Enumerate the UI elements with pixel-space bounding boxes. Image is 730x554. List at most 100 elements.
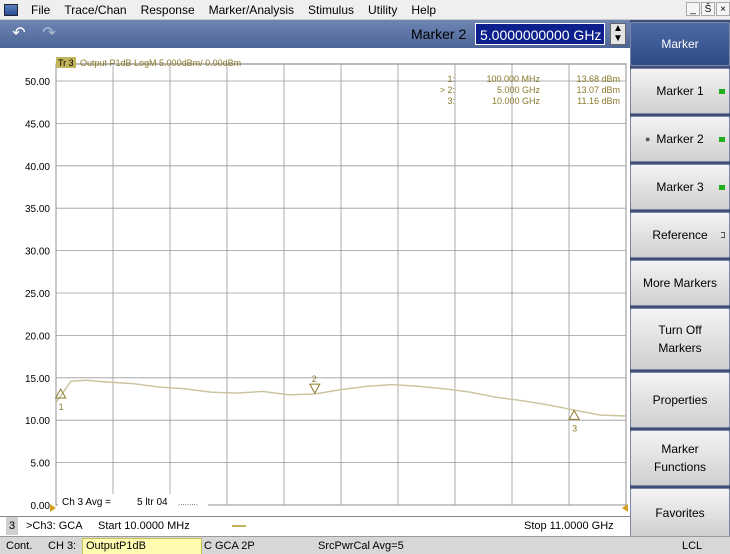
marker-value-input[interactable]: 5.0000000000 GHz [475, 23, 605, 45]
y-tick-label: 10.00 [25, 416, 50, 427]
softkey-label: Marker 2 [656, 132, 704, 146]
reference-right-arrow-icon[interactable] [622, 504, 628, 512]
close-button[interactable]: × [716, 2, 730, 16]
marker-readout-value: 11.16 dBm [577, 96, 620, 106]
y-tick-label: 25.00 [25, 289, 50, 300]
softkey-label: Favorites [655, 506, 705, 520]
softkey-more-markers[interactable]: More Markers [630, 260, 730, 306]
channel-number-badge[interactable]: 3 [6, 517, 18, 535]
restore-button[interactable]: Š [701, 2, 715, 16]
y-tick-label: 20.00 [25, 331, 50, 342]
marker-triangle-icon [54, 387, 67, 399]
marker-readout-freq: 5.000 GHz [497, 85, 541, 95]
toolbar: ↶ ↷ Marker 2 5.0000000000 GHz ▲ ▼ [0, 20, 630, 48]
marker-2: 2 [308, 374, 321, 395]
y-tick-label: 0.00 [31, 501, 51, 512]
marker-entry-label: Marker 2 [411, 26, 467, 42]
y-tick-label: 15.00 [25, 374, 50, 385]
trace-line [55, 379, 627, 417]
marker-on-indicator-icon [719, 136, 725, 142]
softkey-label: Marker 1 [656, 84, 704, 98]
reference-left-arrow-icon[interactable] [50, 504, 56, 512]
status-channel: CH 3: [48, 540, 77, 552]
softkey-properties[interactable]: Properties [630, 372, 730, 428]
trace-color-swatch [232, 525, 246, 527]
trace-plot-area[interactable]: 50.00 45.00 40.00 35.00 30.00 25.00 20.00 15.00… [0, 48, 630, 516]
marker-readout-id: > 2: [440, 85, 455, 95]
channel-status-bar: 3 >Ch3: GCA Start 10.0000 MHz Stop 11.00… [0, 516, 630, 535]
marker-number: 3 [572, 423, 577, 433]
softkey-label-line2: Markers [658, 341, 702, 355]
y-tick-label: 30.00 [25, 247, 50, 258]
marker-on-indicator-icon [719, 184, 725, 190]
trace-header-label[interactable]: Output P1dB LogM 5.000dBm/ 0.00dBm [80, 58, 241, 68]
y-tick-label: 5.00 [31, 459, 51, 470]
avg-box [58, 494, 208, 508]
softkey-label: Properties [652, 393, 708, 407]
marker-triangle-icon [568, 409, 580, 420]
status-source-cal: SrcPwrCal Avg=5 [318, 540, 404, 552]
marker-number: 1 [59, 402, 64, 412]
sweep-mode: Cont. [6, 540, 33, 552]
status-trace-name: OutputP1dB [82, 538, 202, 554]
softkey-label-line1: Marker [661, 442, 699, 456]
menu-stimulus[interactable]: Stimulus [308, 2, 355, 17]
menu-file[interactable]: File [31, 2, 51, 17]
menu-trace-chan[interactable]: Trace/Chan [64, 2, 127, 17]
minimize-button[interactable]: _ [686, 2, 700, 16]
avg-value: 5 ltr 04 [137, 497, 168, 508]
softkey-turn-off-markers[interactable]: Turn Off Markers [630, 308, 730, 370]
marker-1: 1 [54, 387, 67, 412]
marker-triangle-icon [308, 383, 321, 395]
softkey-label: More Markers [642, 276, 717, 290]
trace-badge-label: Tr 3 [58, 58, 74, 68]
instrument-status-bar: Cont. CH 3: OutputP1dB C GCA 2P SrcPwrCa… [0, 536, 730, 554]
softkey-header-marker: Marker [630, 22, 730, 66]
trace-series [55, 379, 627, 417]
trace-badge[interactable] [56, 57, 76, 68]
marker-readout-freq: 100.000 MHz [486, 74, 540, 84]
softkey-marker-1[interactable]: Marker 1 [630, 68, 730, 114]
marker-3: 3 [568, 409, 580, 433]
grid [55, 63, 627, 506]
softkey-marker-2[interactable]: ● Marker 2 [630, 116, 730, 162]
status-remote: LCL [682, 540, 703, 552]
softkey-label-line1: Turn Off [658, 323, 702, 337]
window-controls: _ Š × [685, 2, 730, 16]
softkey-label: Marker 3 [656, 180, 704, 194]
trace-chart[interactable]: 50.0045.0040.0035.0030.0025.0020.0015.00… [0, 48, 630, 516]
avg-dots: ......... [178, 498, 198, 507]
redo-icon[interactable]: ↷ [42, 25, 56, 42]
menu-bar: File Trace/Chan Response Marker/Analysis… [0, 0, 730, 20]
menu-utility[interactable]: Utility [368, 2, 398, 17]
marker-off-indicator-icon [721, 232, 725, 238]
marker-number: 2 [312, 374, 317, 384]
softkey-marker-3[interactable]: Marker 3 [630, 164, 730, 210]
app-icon[interactable] [4, 3, 18, 16]
y-tick-label: 35.00 [25, 204, 50, 215]
menu-help[interactable]: Help [411, 2, 437, 17]
channel-label[interactable]: >Ch3: GCA [26, 520, 83, 532]
marker-readout-id: 3: [447, 96, 455, 106]
marker-readout-freq: 10.000 GHz [492, 96, 541, 106]
softkey-label: Reference [652, 228, 708, 242]
marker-value-spinner[interactable]: ▲ ▼ [610, 23, 626, 45]
start-frequency[interactable]: Start 10.0000 MHz [98, 520, 190, 532]
marker-readout-table: 1: 100.000 MHz 13.68 dBm > 2: 5.000 GHz … [440, 74, 620, 106]
menu-response[interactable]: Response [140, 2, 195, 17]
softkey-marker-functions[interactable]: Marker Functions [630, 430, 730, 486]
y-tick-labels: 50.00 45.00 40.00 35.00 30.00 25.00 20.00 15.00… [25, 77, 50, 512]
stop-frequency[interactable]: Stop 11.0000 GHz [524, 520, 614, 532]
marker-readout-value: 13.07 dBm [576, 85, 620, 95]
y-tick-label: 45.00 [25, 119, 50, 130]
marker-readout-value: 13.68 dBm [576, 74, 620, 84]
menu-marker-analysis[interactable]: Marker/Analysis [208, 2, 294, 17]
marker-readout-id: 1: [447, 74, 455, 84]
marker-on-indicator-icon [719, 88, 725, 94]
softkey-reference[interactable]: Reference [630, 212, 730, 258]
avg-label: Ch 3 Avg = [62, 497, 111, 508]
markers: 1 2 3 [54, 374, 580, 433]
status-measurement: C GCA 2P [204, 540, 255, 552]
softkey-favorites[interactable]: Favorites [630, 488, 730, 538]
undo-icon[interactable]: ↶ [12, 25, 26, 42]
